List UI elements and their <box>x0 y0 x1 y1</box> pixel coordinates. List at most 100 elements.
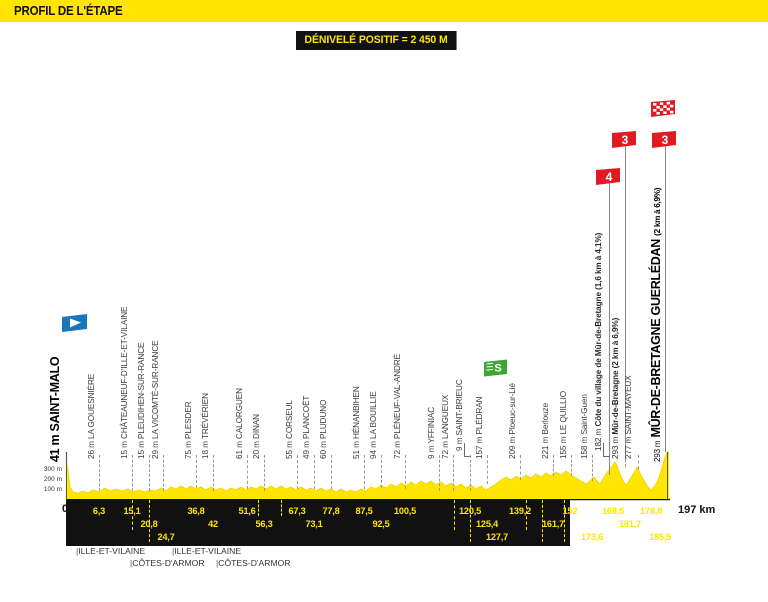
dist-label: 87,5 <box>355 506 373 516</box>
point-leader <box>520 455 521 480</box>
dist-label: 92,5 <box>372 519 390 529</box>
dist-tick <box>526 500 527 530</box>
climb-flag-cat3-b: 3 <box>652 131 678 151</box>
point-label-saint-mayeux: 277 m SAINT-MAYEUX <box>624 375 633 459</box>
climb-category-label: 3 <box>621 133 629 147</box>
elev-tick-100: 100 m <box>43 486 62 493</box>
climb-pole-cat3-a <box>625 140 626 460</box>
point-leader <box>381 455 382 488</box>
dept-label-ille-et-vilaine-2: |ILLE-ET-VILAINE <box>172 546 242 556</box>
point-leader <box>553 455 554 476</box>
climb-pole-cat3-b <box>665 140 666 452</box>
point-label-ploeuc-sur-lie: 209 m Ploeuc-sur-Lié <box>508 383 517 459</box>
climb-flag-cat4: 4 <box>596 168 622 188</box>
dist-label: 6,3 <box>92 506 106 516</box>
dist-label: 42 <box>208 519 218 529</box>
point-leader <box>667 452 668 499</box>
point-leader <box>132 455 133 491</box>
dist-label: 168,5 <box>602 506 624 516</box>
dist-tick <box>132 500 133 530</box>
svg-text:S: S <box>494 363 501 375</box>
dist-label: 51,6 <box>238 506 256 516</box>
point-leader <box>314 455 315 489</box>
climb-category-label: 4 <box>605 170 613 184</box>
title-bar: PROFIL DE L'ÉTAPE <box>0 0 768 22</box>
dist-label: 181,7 <box>619 519 641 529</box>
dist-label: 185,5 <box>649 532 671 542</box>
point-label-yffiniac: 9 m YFFINIAC <box>427 406 436 459</box>
point-leader <box>439 455 440 491</box>
point-label-corseul: 55 m CORSEUL <box>285 400 294 459</box>
dist-tick <box>454 500 455 530</box>
dist-label: 161,7 <box>542 519 564 529</box>
point-leader <box>470 455 471 491</box>
climb-flag-cat3-a: 3 <box>612 131 638 151</box>
dist-tick <box>281 500 282 516</box>
dist-tick <box>542 500 543 542</box>
point-label-henanbihen: 51 m HÉNANBIHEN <box>352 386 361 459</box>
distance-axis-bar <box>66 500 570 546</box>
point-leader <box>487 455 488 484</box>
checkered-flag-icon <box>651 100 677 120</box>
point-label-le-quillio: 155 m LE QUILLIO <box>559 390 568 459</box>
dist-label: 125,4 <box>476 519 498 529</box>
point-leader <box>264 455 265 491</box>
dept-label-cotes-darmor-1: |CÔTES-D'ARMOR <box>130 558 205 568</box>
point-label-berlouze: 221 m Berlouze <box>541 403 550 459</box>
dist-label: 56,3 <box>255 519 273 529</box>
dist-label: 73,1 <box>305 519 323 529</box>
dist-tick <box>149 500 150 542</box>
dist-label: 120,5 <box>459 506 481 516</box>
dist-label: 77,8 <box>322 506 340 516</box>
point-label-langueux: 72 m LANGUEUX <box>441 394 450 459</box>
point-leader <box>571 455 572 476</box>
dist-label: 178,8 <box>640 506 662 516</box>
dist-label: 20,8 <box>140 519 158 529</box>
point-leader <box>196 455 197 488</box>
dist-label: 139,2 <box>509 506 531 516</box>
point-label-la-gouesniere: 26 m LA GOUESNIÈRE <box>87 373 96 459</box>
point-label-plesder: 75 m PLESDER <box>184 401 193 459</box>
point-bracket <box>464 443 471 457</box>
point-label-treverien: 18 m TRÉVÉRIEN <box>201 393 210 459</box>
elev-tick-200: 200 m <box>43 476 62 483</box>
climb-category-label: 3 <box>661 133 669 147</box>
dist-label: 67,3 <box>288 506 306 516</box>
point-leader <box>163 455 164 491</box>
point-label-chateauneuf: 15 m CHÂTEAUNEUF-D'ILLE-ET-VILAINE <box>120 306 129 459</box>
dist-label: 152 <box>562 506 578 516</box>
point-leader <box>99 455 100 491</box>
dist-label: 173,6 <box>581 532 603 542</box>
point-label-cote-village-mur: 182 m Côte du village de Mûr-de-Bretagne… <box>594 232 603 451</box>
point-leader <box>625 455 626 467</box>
point-leader <box>331 455 332 489</box>
point-leader <box>638 455 639 469</box>
page-title: PROFIL DE L'ÉTAPE <box>14 4 123 18</box>
point-label-saint-malo: 41 m SAINT-MALO <box>48 356 62 462</box>
point-label-saint-guen: 158 m Saint-Guen <box>580 394 589 459</box>
point-label-pleudihen: 15 m PLEUDIHEN-SUR-RANCE <box>137 342 146 459</box>
dept-label-ille-et-vilaine-1: |ILLE-ET-VILAINE <box>76 546 146 556</box>
point-label-pleneuf-val-andre: 72 m PLÉNEUF-VAL-ANDRÉ <box>393 353 402 459</box>
dist-tick <box>564 500 565 542</box>
point-leader <box>405 455 406 489</box>
point-leader <box>213 455 214 491</box>
point-label-dinan: 20 m DINAN <box>252 414 261 459</box>
point-label-saint-brieuc: 9 m SAINT-BRIEUC <box>455 379 464 451</box>
dist-tick <box>470 500 471 542</box>
sprint-banner-icon: S <box>483 359 509 381</box>
dept-label-cotes-darmor-2: |CÔTES-D'ARMOR <box>216 558 291 568</box>
point-label-la-vicomte: 29 m LA VICOMTÉ-SUR-RANCE <box>151 340 160 459</box>
point-leader <box>297 455 298 489</box>
point-leader <box>149 455 150 491</box>
point-leader <box>592 455 593 481</box>
distance-total-label: 197 km <box>678 504 716 516</box>
elevation-gain-badge: DÉNIVELÉ POSITIF = 2 450 M <box>296 31 457 50</box>
elev-tick-300: 300 m <box>43 466 62 473</box>
point-leader <box>247 455 248 489</box>
distance-zero-label: 0 <box>62 503 69 515</box>
point-label-calorguen: 61 m CALORGUEN <box>235 388 244 459</box>
climb-pole-cat4 <box>609 175 610 475</box>
point-label-mur-de-bretagne: 293 m Mûr-de-Bretagne (2 km à 6,9%) <box>611 317 620 459</box>
